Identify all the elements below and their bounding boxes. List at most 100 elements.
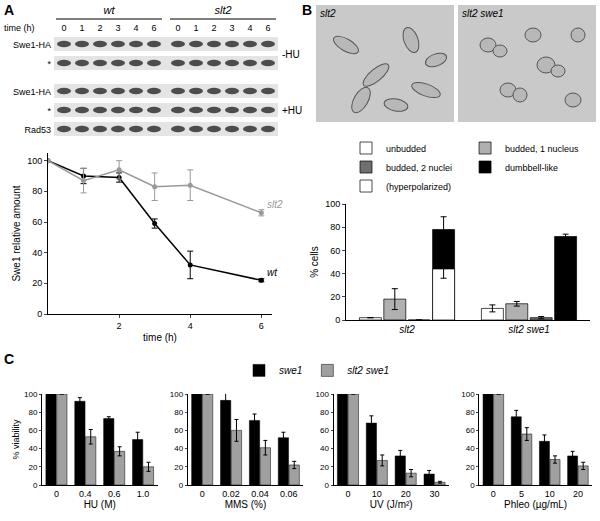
svg-text:4: 4 <box>133 23 138 33</box>
svg-text:80: 80 <box>466 408 475 417</box>
svg-text:6: 6 <box>265 23 270 33</box>
svg-text:40: 40 <box>320 444 329 453</box>
svg-text:60: 60 <box>32 217 42 227</box>
svg-text:0: 0 <box>491 489 496 499</box>
svg-text:*: * <box>47 59 51 69</box>
svg-text:0: 0 <box>200 489 205 499</box>
svg-text:20: 20 <box>330 292 340 302</box>
svg-text:slt2: slt2 <box>399 324 415 335</box>
svg-text:100: 100 <box>27 156 42 166</box>
svg-text:0: 0 <box>470 481 475 490</box>
svg-text:0.06: 0.06 <box>280 489 298 499</box>
svg-text:slt2 swe1: slt2 swe1 <box>462 8 504 19</box>
svg-text:80: 80 <box>320 408 329 417</box>
svg-text:budded, 1 nucleus: budded, 1 nucleus <box>505 144 579 154</box>
svg-text:1: 1 <box>79 23 84 33</box>
svg-text:slt2 swe1: slt2 swe1 <box>347 365 389 376</box>
svg-text:-HU: -HU <box>282 49 300 60</box>
svg-text:0.6: 0.6 <box>108 489 121 499</box>
svg-text:Phleo (µg/mL): Phleo (µg/mL) <box>504 499 567 510</box>
svg-text:time (h): time (h) <box>4 23 35 33</box>
svg-text:2: 2 <box>97 23 102 33</box>
svg-text:MMS (%): MMS (%) <box>225 499 267 510</box>
svg-text:% cells: % cells <box>309 246 320 278</box>
svg-text:budded, 2 nuclei: budded, 2 nuclei <box>386 163 452 173</box>
svg-text:*: * <box>47 106 51 116</box>
svg-text:20: 20 <box>320 463 329 472</box>
svg-text:% viability: % viability <box>11 419 21 460</box>
svg-text:swe1: swe1 <box>279 365 302 376</box>
svg-text:60: 60 <box>28 426 37 435</box>
svg-text:60: 60 <box>330 246 340 256</box>
svg-text:100: 100 <box>170 390 184 399</box>
svg-text:slt2: slt2 <box>267 199 283 210</box>
svg-text:0: 0 <box>33 481 38 490</box>
svg-text:Rad53: Rad53 <box>24 125 51 135</box>
svg-text:wt: wt <box>104 4 116 16</box>
svg-text:80: 80 <box>330 222 340 232</box>
svg-text:6: 6 <box>259 321 264 331</box>
svg-text:20: 20 <box>174 463 183 472</box>
svg-text:20: 20 <box>573 489 583 499</box>
svg-text:40: 40 <box>466 444 475 453</box>
svg-text:100: 100 <box>24 390 38 399</box>
svg-text:20: 20 <box>32 278 42 288</box>
svg-text:0.02: 0.02 <box>222 489 240 499</box>
svg-text:10: 10 <box>545 489 555 499</box>
svg-text:A: A <box>4 2 14 18</box>
svg-text:40: 40 <box>32 248 42 258</box>
svg-text:wt: wt <box>267 267 278 278</box>
svg-text:60: 60 <box>466 426 475 435</box>
svg-text:Swe1-HA: Swe1-HA <box>13 87 51 97</box>
svg-text:0: 0 <box>175 23 180 33</box>
svg-text:2: 2 <box>211 23 216 33</box>
svg-text:100: 100 <box>325 199 340 209</box>
svg-text:60: 60 <box>320 426 329 435</box>
svg-text:(hyperpolarized): (hyperpolarized) <box>386 182 451 192</box>
svg-text:0: 0 <box>61 23 66 33</box>
svg-text:0: 0 <box>335 315 340 325</box>
svg-text:30: 30 <box>430 489 440 499</box>
svg-text:0: 0 <box>37 309 42 319</box>
svg-text:0.04: 0.04 <box>251 489 269 499</box>
svg-text:0: 0 <box>345 489 350 499</box>
svg-text:4: 4 <box>247 23 252 33</box>
svg-text:10: 10 <box>372 489 382 499</box>
svg-text:80: 80 <box>28 408 37 417</box>
svg-text:1.0: 1.0 <box>137 489 150 499</box>
svg-text:80: 80 <box>32 186 42 196</box>
svg-text:20: 20 <box>466 463 475 472</box>
svg-text:40: 40 <box>28 444 37 453</box>
svg-text:time (h): time (h) <box>143 332 177 343</box>
svg-text:4: 4 <box>188 321 193 331</box>
svg-text:40: 40 <box>330 269 340 279</box>
svg-text:dumbbell-like: dumbbell-like <box>505 163 558 173</box>
svg-text:slt2 swe1: slt2 swe1 <box>508 324 550 335</box>
svg-text:HU (M): HU (M) <box>84 499 116 510</box>
svg-text:3: 3 <box>229 23 234 33</box>
svg-text:20: 20 <box>28 463 37 472</box>
svg-text:6: 6 <box>151 23 156 33</box>
svg-text:20: 20 <box>401 489 411 499</box>
svg-text:5: 5 <box>519 489 524 499</box>
svg-text:B: B <box>302 2 312 18</box>
svg-text:+HU: +HU <box>282 105 302 116</box>
svg-text:1: 1 <box>193 23 198 33</box>
svg-text:Swe1-HA: Swe1-HA <box>13 40 51 50</box>
svg-text:slt2: slt2 <box>214 4 231 16</box>
svg-text:0: 0 <box>324 481 329 490</box>
svg-text:40: 40 <box>174 444 183 453</box>
svg-text:Swe1 relative amount: Swe1 relative amount <box>11 185 22 281</box>
svg-text:0: 0 <box>54 489 59 499</box>
svg-text:UV (J/m²): UV (J/m²) <box>370 499 413 510</box>
svg-text:unbudded: unbudded <box>386 144 426 154</box>
svg-text:80: 80 <box>174 408 183 417</box>
svg-text:slt2: slt2 <box>320 8 336 19</box>
svg-text:C: C <box>4 351 14 367</box>
svg-text:100: 100 <box>316 390 330 399</box>
svg-text:60: 60 <box>174 426 183 435</box>
svg-text:100: 100 <box>461 390 475 399</box>
svg-text:0.4: 0.4 <box>79 489 92 499</box>
svg-text:2: 2 <box>117 321 122 331</box>
svg-text:3: 3 <box>115 23 120 33</box>
